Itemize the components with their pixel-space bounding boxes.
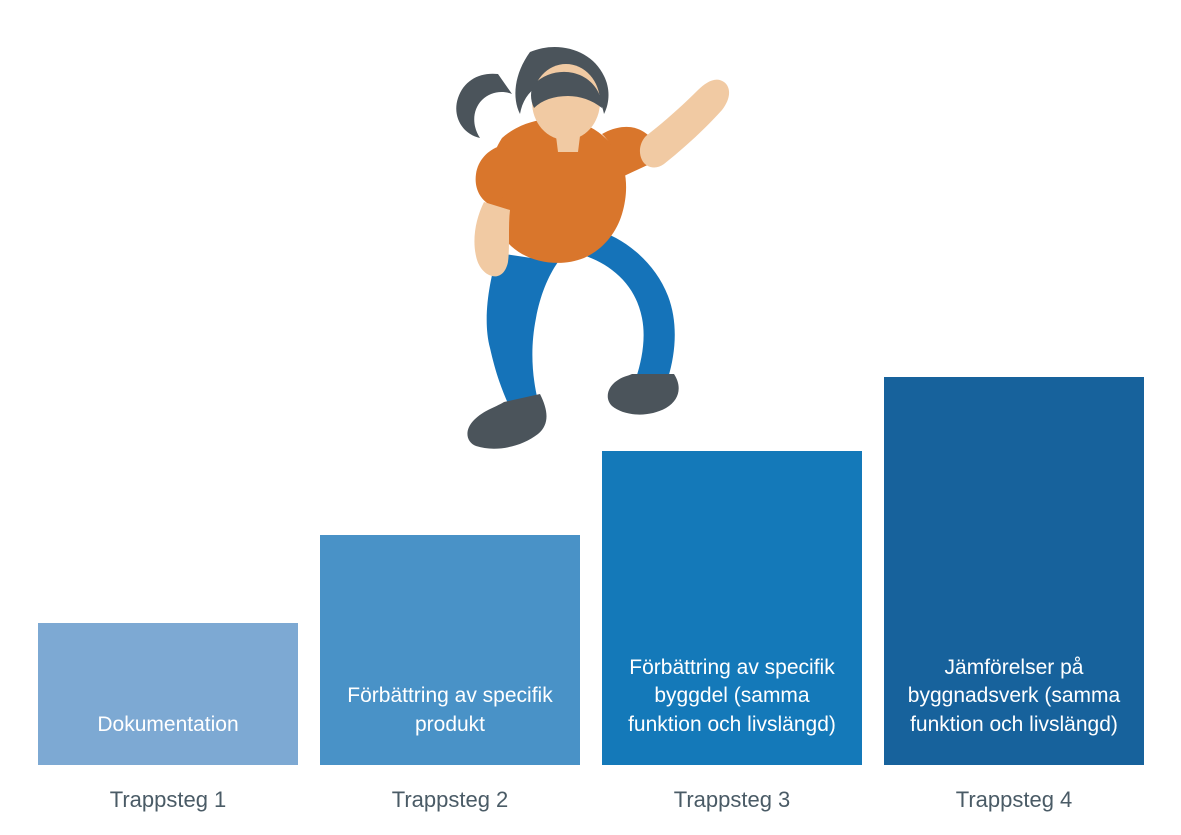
step-bar-label: Förbättring av specifik byggdel (samma f… [622,654,842,739]
step-bar-label: Dokumentation [97,711,238,739]
step-bar-3: Förbättring av specifik byggdel (samma f… [602,451,862,765]
step-bar-4: Jämförelser på byggnadsverk (samma funkt… [884,377,1144,765]
step-bar-label: Jämförelser på byggnadsverk (samma funkt… [904,654,1124,739]
infographic-stage: Dokumentation Förbättring av specifik pro… [0,0,1181,835]
axis-label-4: Trappsteg 4 [884,787,1144,813]
step-bar-1: Dokumentation [38,623,298,765]
axis-label-1: Trappsteg 1 [38,787,298,813]
person-back-leg [467,253,558,449]
step-bar-2: Förbättring av specifik produkt [320,535,580,765]
person-front-arm [640,80,729,168]
axis-labels: Trappsteg 1 Trappsteg 2 Trappsteg 3 Trappst… [38,787,1144,813]
axis-label-3: Trappsteg 3 [602,787,862,813]
step-bar-label: Förbättring av specifik produkt [340,682,560,739]
axis-label-2: Trappsteg 2 [320,787,580,813]
person-icon [380,18,750,478]
person-back-arm [474,202,510,276]
